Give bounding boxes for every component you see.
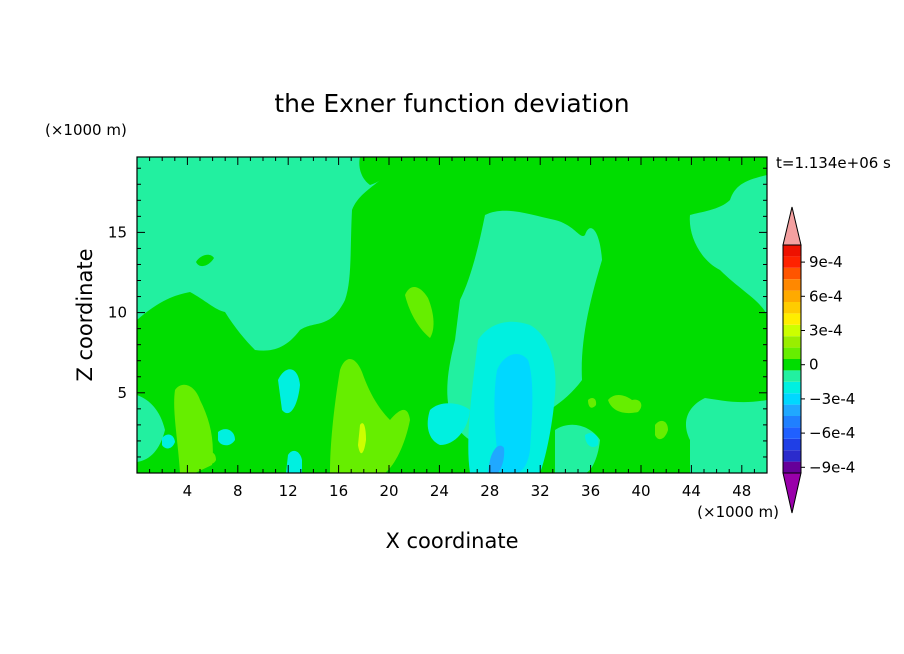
y-tick-label: 5 <box>117 384 127 402</box>
x-unit-label: (×1000 m) <box>697 503 779 521</box>
colorbar-swatch <box>783 245 801 257</box>
colorbar-frame <box>782 244 802 474</box>
colorbar-swatch <box>783 279 801 291</box>
colorbar: 9e-4 6e-4 3e-4 0 −3e-4 −6e-4 −9e-4 <box>782 206 855 514</box>
x-tick-label: 24 <box>430 482 449 500</box>
field-region <box>585 433 599 447</box>
time-label: t=1.134e+06 s <box>776 154 891 172</box>
colorbar-swatch <box>783 404 801 416</box>
x-tick-label: 20 <box>379 482 398 500</box>
field-region <box>196 254 214 267</box>
field-region <box>218 429 235 446</box>
colorbar-swatch <box>783 324 801 337</box>
field-region <box>278 369 300 414</box>
field-region <box>162 434 175 449</box>
x-tick-label: 16 <box>329 482 348 500</box>
colorbar-under-triangle <box>782 472 802 514</box>
field-region <box>690 404 754 473</box>
x-tick-label: 28 <box>480 482 499 500</box>
field-region <box>174 384 213 473</box>
colorbar-swatch <box>783 267 801 280</box>
colorbar-swatch <box>783 359 801 371</box>
colorbar-swatch <box>783 302 801 314</box>
y-unit-label: (×1000 m) <box>45 121 127 139</box>
field-region <box>488 445 505 473</box>
colorbar-tick-label: 6e-4 <box>809 287 843 305</box>
field-region <box>206 452 216 464</box>
field-region <box>655 420 668 440</box>
colorbar-swatch <box>783 290 801 302</box>
colorbar-swatch <box>783 256 801 268</box>
colorbar-swatch <box>783 336 801 348</box>
x-tick-label: 44 <box>682 482 701 500</box>
y-axis-label: Z coordinate <box>73 248 97 381</box>
x-tick-label: 8 <box>233 482 243 500</box>
colorbar-swatch <box>783 427 801 439</box>
colorbar-swatch <box>783 416 801 428</box>
colorbar-tick-label: 3e-4 <box>809 322 843 340</box>
field-region <box>405 287 434 338</box>
field-region <box>358 423 366 454</box>
colorbar-tick-label: 9e-4 <box>809 253 843 271</box>
field-region <box>286 450 302 473</box>
colorbar-swatch <box>783 461 801 473</box>
colorbar-swatch <box>783 347 801 359</box>
x-tick-label: 4 <box>183 482 193 500</box>
colorbar-swatch <box>783 313 801 325</box>
x-tick-label: 40 <box>631 482 650 500</box>
heatmap-field <box>137 157 767 473</box>
field-region <box>588 397 597 408</box>
y-axis: 5 10 15 <box>108 167 767 458</box>
colorbar-swatch <box>783 393 801 405</box>
colorbar-swatch <box>783 381 801 394</box>
y-tick-label: 15 <box>108 223 127 241</box>
x-tick-label: 12 <box>279 482 298 500</box>
field-region <box>494 354 533 473</box>
colorbar-swatch <box>783 438 801 451</box>
colorbar-tick-label: −3e-4 <box>809 390 855 408</box>
x-tick-label: 48 <box>732 482 751 500</box>
colorbar-swatch <box>783 370 801 382</box>
colorbar-over-triangle <box>782 206 802 246</box>
field-region <box>359 157 405 185</box>
colorbar-tick-label: 0 <box>809 356 819 374</box>
x-axis-label: X coordinate <box>385 529 518 553</box>
colorbar-swatch <box>783 450 801 462</box>
y-tick-label: 10 <box>108 304 127 322</box>
field-region <box>137 395 165 462</box>
x-axis: 4 8 12 16 20 24 28 32 36 40 44 48 <box>149 157 755 500</box>
colorbar-tick-label: −6e-4 <box>809 424 855 442</box>
field-region <box>608 395 642 414</box>
chart-title: the Exner function deviation <box>274 89 629 118</box>
x-tick-label: 32 <box>531 482 550 500</box>
colorbar-tick-label: −9e-4 <box>809 458 855 476</box>
field-region <box>427 403 470 445</box>
field-region <box>330 358 410 473</box>
x-tick-label: 36 <box>581 482 600 500</box>
